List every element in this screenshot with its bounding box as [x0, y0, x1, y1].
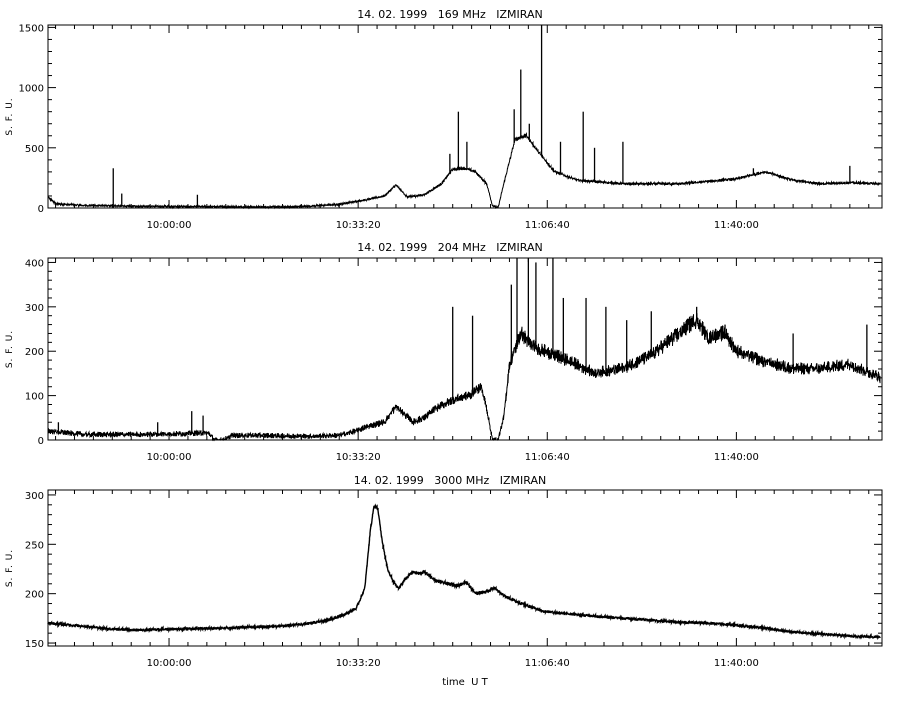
x-tick-label-204mhz: 11:40:00	[714, 452, 759, 463]
y-tick-label-204mhz: 100	[25, 392, 44, 403]
x-tick-label-3000mhz: 11:40:00	[714, 658, 759, 669]
y-tick-label-204mhz: 0	[38, 436, 44, 447]
plot-frame-169mhz	[47, 24, 883, 209]
y-tick-label-204mhz: 200	[25, 347, 44, 358]
panel-204mhz: 14. 02. 1999 204 MHz IZMIRAN S. F. U. 0 100…	[5, 241, 883, 463]
y-tick-label-204mhz: 300	[25, 303, 44, 314]
x-tick-label-169mhz: 10:00:00	[147, 220, 192, 231]
x-tick-label-169mhz: 11:40:00	[714, 220, 759, 231]
x-tick-label-3000mhz: 10:00:00	[147, 658, 192, 669]
series-line-3000mhz	[47, 503, 881, 641]
y-tick-label-204mhz: 400	[25, 258, 44, 269]
chart-title-3000mhz: 14. 02. 1999 3000 MHz IZMIRAN	[354, 474, 546, 487]
y-tick-label-3000mhz: 200	[25, 590, 44, 601]
y-tick-label-3000mhz: 150	[25, 639, 44, 650]
y-axis-label-169mhz: S. F. U.	[5, 97, 15, 135]
x-tick-label-3000mhz: 11:06:40	[525, 658, 570, 669]
plot-frame-3000mhz	[47, 489, 883, 647]
x-tick-label-169mhz: 11:06:40	[525, 220, 570, 231]
y-axis-label-3000mhz: S. F. U.	[5, 549, 15, 587]
series-line-204mhz	[47, 313, 881, 442]
x-tick-label-204mhz: 11:06:40	[525, 452, 570, 463]
plot-frame-204mhz	[47, 257, 883, 441]
chart-title-169mhz: 14. 02. 1999 169 MHz IZMIRAN	[357, 8, 542, 21]
y-tick-label-169mhz: 0	[38, 204, 44, 215]
y-tick-label-169mhz: 1500	[19, 23, 44, 34]
x-tick-label-204mhz: 10:33:20	[336, 452, 381, 463]
x-tick-label-3000mhz: 10:33:20	[336, 658, 381, 669]
x-axis-label: time U T	[442, 677, 488, 688]
y-axis-label-204mhz: S. F. U.	[5, 330, 15, 368]
y-tick-label-3000mhz: 250	[25, 540, 44, 551]
x-tick-label-204mhz: 10:00:00	[147, 452, 192, 463]
panel-169mhz: 14. 02. 1999 169 MHz IZMIRAN S. F. U. 0 500…	[5, 8, 883, 231]
series-line-169mhz	[47, 131, 881, 210]
chart-title-204mhz: 14. 02. 1999 204 MHz IZMIRAN	[357, 241, 542, 254]
panel-3000mhz: 14. 02. 1999 3000 MHz IZMIRAN S. F. U. 150…	[5, 474, 883, 688]
y-tick-label-169mhz: 500	[25, 144, 44, 155]
y-tick-label-3000mhz: 300	[25, 491, 44, 502]
y-tick-label-169mhz: 1000	[19, 84, 44, 95]
x-tick-label-169mhz: 10:33:20	[336, 220, 381, 231]
